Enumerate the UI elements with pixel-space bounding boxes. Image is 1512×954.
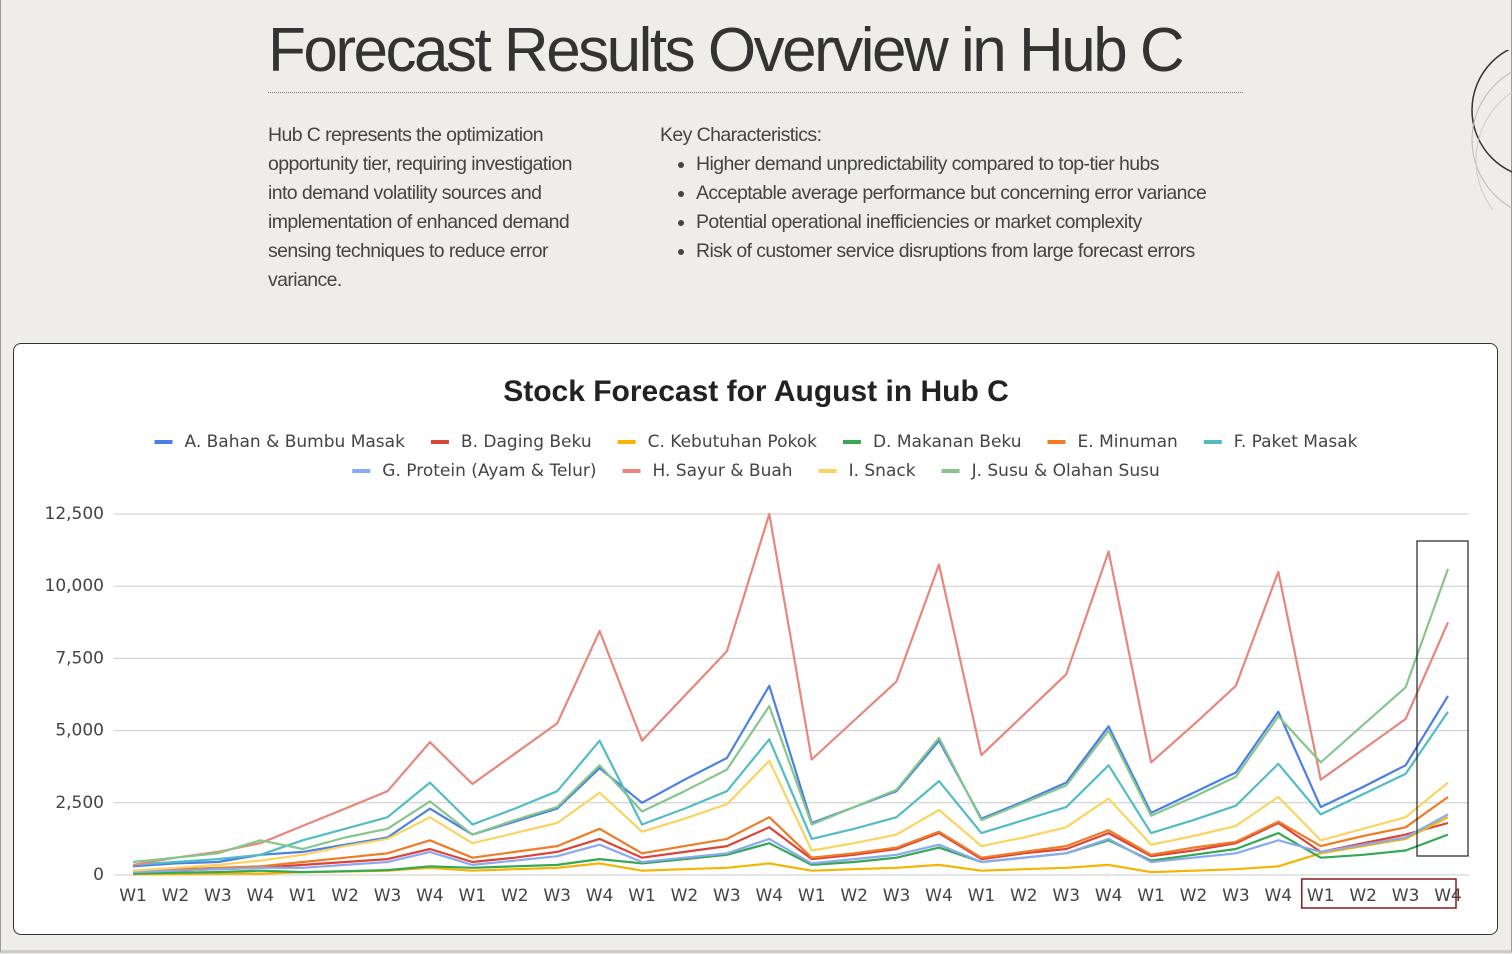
- key-heading: Key Characteristics:: [660, 124, 822, 146]
- x-tick-label: W3: [1052, 886, 1080, 906]
- x-tick-label: W1: [459, 886, 487, 906]
- series-line: [132, 796, 1449, 872]
- key-item: Potential operational inefficiencies or …: [696, 208, 1260, 237]
- key-list: Higher demand unpredictability compared …: [660, 150, 1260, 266]
- legend-row: A. Bahan & Bumbu Masak B. Daging Beku C. K…: [154, 432, 1358, 452]
- x-tick-label: W1: [289, 886, 317, 906]
- chart-card: Stock Forecast for August in Hub C 0 2,50…: [13, 343, 1498, 935]
- legend-label: G. Protein (Ayam & Telur): [382, 461, 596, 481]
- x-tick-label: W3: [204, 886, 232, 906]
- legend-label: J. Susu & Olahan Susu: [971, 461, 1160, 481]
- chart: Stock Forecast for August in Hub C 0 2,50…: [45, 375, 1469, 909]
- y-tick-label: 5,000: [55, 721, 104, 741]
- x-tick-label: W2: [501, 886, 529, 906]
- highlight-box: [1416, 540, 1469, 857]
- x-tick-label: W2: [1349, 886, 1377, 906]
- x-tick-label: W3: [1222, 886, 1250, 906]
- y-tick-label: 7,500: [55, 648, 104, 668]
- x-tick-label: W4: [416, 886, 444, 906]
- x-tick-label: W4: [1095, 886, 1123, 906]
- x-tick-label: W4: [246, 886, 274, 906]
- legend-label: D. Makanan Beku: [873, 432, 1022, 452]
- x-tick-label: W1: [628, 886, 656, 906]
- x-tick-label: W2: [162, 886, 190, 906]
- legend-label: C. Kebutuhan Pokok: [648, 432, 817, 452]
- series-line: [132, 711, 1449, 866]
- series-line: [132, 684, 1449, 868]
- highlight-labels: [1300, 878, 1457, 909]
- x-tick-label: W4: [755, 886, 783, 906]
- series-line: [132, 512, 1450, 866]
- x-tick-label: W3: [713, 886, 741, 906]
- x-tick-label: W2: [671, 886, 699, 906]
- x-tick-label: W1: [798, 886, 826, 906]
- key-characteristics: Key Characteristics: Higher demand unpre…: [660, 121, 1260, 266]
- x-tick-label: W4: [925, 886, 953, 906]
- legend-label: I. Snack: [849, 461, 916, 481]
- x-tick-label: W4: [1265, 886, 1293, 906]
- y-tick-label: 2,500: [55, 793, 104, 813]
- key-item: Higher demand unpredictability compared …: [696, 150, 1260, 179]
- x-tick-label: W1: [968, 886, 996, 906]
- series-line: [132, 759, 1449, 872]
- y-tick-label: 0: [93, 865, 104, 885]
- legend-label: B. Daging Beku: [461, 432, 592, 452]
- chart-title: Stock Forecast for August in Hub C: [503, 375, 1009, 408]
- x-tick-label: W3: [374, 886, 402, 906]
- y-tick-label: 12,500: [45, 504, 104, 524]
- key-item: Acceptable average performance but conce…: [696, 179, 1260, 208]
- legend-row: G. Protein (Ayam & Telur) H. Sayur & Buah…: [352, 461, 1160, 481]
- key-item: Risk of customer service disruptions fro…: [696, 237, 1260, 266]
- x-tick-label: W4: [586, 886, 614, 906]
- x-tick-label: W2: [840, 886, 868, 906]
- x-tick-label: W2: [331, 886, 359, 906]
- series-line: [132, 832, 1449, 875]
- series-line: [132, 568, 1450, 864]
- x-tick-label: W1: [119, 886, 147, 906]
- y-tick-label: 10,000: [45, 576, 104, 596]
- page-title: Forecast Results Overview in Hub C: [268, 14, 1243, 93]
- x-tick-label: W2: [1180, 886, 1208, 906]
- series-line: [132, 813, 1449, 874]
- x-tick-label: W1: [1137, 886, 1165, 906]
- legend-label: A. Bahan & Bumbu Masak: [185, 432, 406, 452]
- legend-label: H. Sayur & Buah: [653, 461, 793, 481]
- intro-text: Hub C represents the optimization opport…: [268, 124, 572, 291]
- legend-label: F. Paket Masak: [1234, 432, 1358, 452]
- x-tick-label: W2: [1010, 886, 1038, 906]
- x-tick-label: W4: [1434, 886, 1462, 906]
- decoration: [1471, 50, 1512, 210]
- series-line: [132, 821, 1449, 874]
- x-tick-label: W3: [543, 886, 571, 906]
- x-tick-label: W1: [1307, 886, 1335, 906]
- legend-label: E. Minuman: [1078, 432, 1178, 452]
- x-tick-label: W3: [883, 886, 911, 906]
- x-tick-label: W3: [1392, 886, 1420, 906]
